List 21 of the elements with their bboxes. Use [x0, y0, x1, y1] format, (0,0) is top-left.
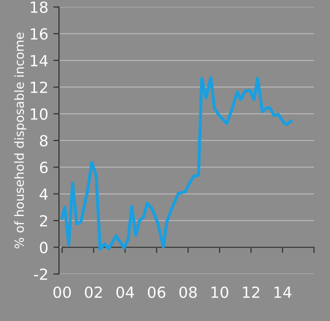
y-tick-label: -2 [34, 268, 48, 280]
y-tick-label: 8 [40, 134, 48, 147]
x-tick-label: 00 [53, 286, 71, 298]
x-tick-label: 14 [274, 286, 292, 298]
y-tick-label: 16 [30, 28, 48, 40]
y-tick-label: 14 [30, 55, 48, 66]
x-tick-label: 12 [242, 286, 260, 298]
x-tick-label: 04 [116, 286, 134, 298]
y-tick-label: 0 [40, 242, 48, 254]
y-tick-label: 6 [40, 162, 48, 174]
y-tick-label: 10 [30, 108, 48, 120]
y-tick-label: 2 [40, 215, 48, 226]
line-series [60, 76, 293, 251]
x-tick-label: 08 [179, 286, 197, 298]
x-tick-label: 06 [148, 286, 166, 298]
y-tick-label: 4 [40, 188, 48, 200]
x-tick-label: 10 [212, 286, 228, 298]
x-tick-label: 02 [84, 286, 102, 298]
y-tick-label: 18 [30, 1, 48, 14]
y-axis-title: % of household disposable income [14, 32, 26, 248]
y-tick-label: 12 [30, 82, 48, 93]
